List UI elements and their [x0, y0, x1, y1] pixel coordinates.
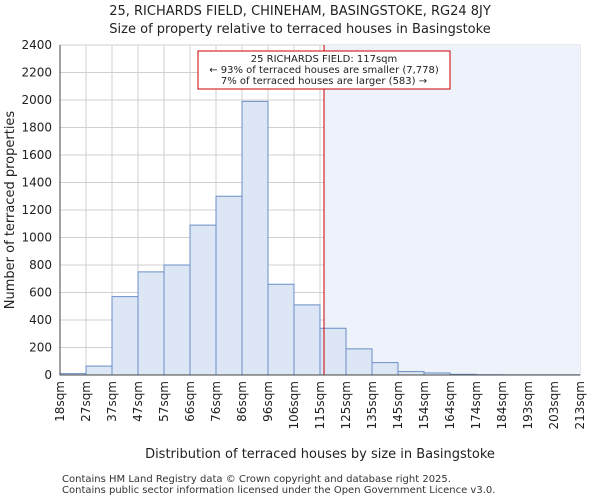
x-tick-label: 27sqm: [79, 381, 93, 422]
y-tick-label: 1800: [21, 121, 52, 135]
footer-copyright: Contains HM Land Registry data © Crown c…: [62, 474, 451, 485]
bar-76sqm: [215, 195, 243, 376]
y-tick-label: 600: [29, 286, 52, 300]
larger-region-highlight: [324, 45, 580, 375]
x-tick-label: 47sqm: [131, 381, 145, 422]
y-tick-label: 200: [29, 341, 52, 355]
annotation-line-2: ← 93% of terraced houses are smaller (7,…: [209, 65, 439, 76]
y-tick-label: 2000: [21, 93, 52, 107]
x-tick-label: 154sqm: [417, 381, 431, 429]
x-tick-label: 76sqm: [209, 381, 223, 422]
x-tick-label: 184sqm: [495, 381, 509, 429]
chart-title-address: 25, RICHARDS FIELD, CHINEHAM, BASINGSTOK…: [109, 4, 491, 19]
annotation-line-1: 25 RICHARDS FIELD: 117sqm: [251, 54, 398, 65]
bar-125sqm: [345, 348, 373, 376]
annotation-box: [197, 50, 451, 90]
bar-145sqm: [397, 371, 425, 376]
bar-86sqm: [241, 100, 269, 376]
y-tick-label: 1200: [21, 203, 52, 217]
x-tick-label: 86sqm: [235, 381, 249, 422]
y-tick-label: 1400: [21, 176, 52, 190]
y-axis-label: Number of terraced properties: [3, 111, 18, 310]
x-tick-label: 145sqm: [391, 381, 405, 429]
x-axis-label: Distribution of terraced houses by size …: [145, 447, 495, 462]
x-tick-label: 96sqm: [261, 381, 275, 422]
bar-135sqm: [371, 362, 399, 376]
chart-title: Size of property relative to terraced ho…: [109, 22, 491, 37]
y-tick-label: 0: [44, 368, 52, 382]
x-tick-label: 66sqm: [183, 381, 197, 422]
y-tick-label: 2400: [21, 38, 52, 52]
x-tick-label: 57sqm: [157, 381, 171, 422]
x-tick-label: 164sqm: [443, 381, 457, 429]
y-tick-label: 1600: [21, 148, 52, 162]
y-tick-label: 400: [29, 313, 52, 327]
x-tick-label: 203sqm: [547, 381, 561, 429]
x-tick-label: 115sqm: [313, 381, 327, 429]
x-tick-label: 106sqm: [287, 381, 301, 429]
x-tick-label: 125sqm: [339, 381, 353, 429]
x-tick-label: 174sqm: [469, 381, 483, 429]
bar-66sqm: [189, 224, 217, 376]
bar-57sqm: [163, 264, 191, 376]
x-tick-label: 193sqm: [521, 381, 535, 429]
bar-106sqm: [293, 304, 321, 376]
x-tick-label: 213sqm: [573, 381, 587, 429]
annotation-line-3: 7% of terraced houses are larger (583) →: [221, 76, 427, 87]
y-tick-label: 800: [29, 258, 52, 272]
footer-license: Contains public sector information licen…: [62, 485, 496, 496]
x-tick-label: 135sqm: [365, 381, 379, 429]
bar-27sqm: [85, 365, 113, 376]
bar-96sqm: [267, 283, 295, 376]
x-tick-label: 18sqm: [53, 381, 67, 422]
bar-47sqm: [137, 271, 165, 376]
y-tick-label: 1000: [21, 231, 52, 245]
x-tick-label: 37sqm: [105, 381, 119, 422]
bar-37sqm: [111, 296, 139, 376]
y-tick-label: 2200: [21, 66, 52, 80]
